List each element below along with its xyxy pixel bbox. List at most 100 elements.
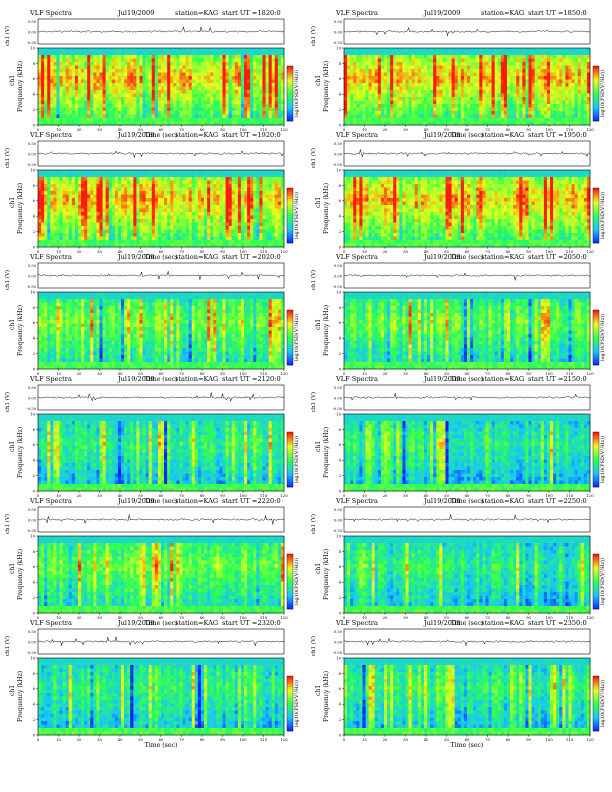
heatmap-cell (387, 100, 391, 105)
heatmap-cell (108, 62, 113, 66)
heatmap-cell (383, 111, 388, 115)
heatmap-cell (445, 111, 449, 115)
heatmap-cell (102, 97, 106, 101)
heatmap-cell (87, 191, 91, 195)
colorbar-cell (593, 82, 599, 85)
heatmap-cell (268, 104, 273, 108)
heatmap-cell (365, 79, 369, 84)
heatmap-cell (442, 107, 446, 112)
heatmap-cell (383, 97, 388, 101)
heatmap-cell (265, 180, 269, 185)
heatmap-cell (93, 215, 97, 220)
heatmap-cell (580, 83, 585, 87)
heatmap-cell (133, 111, 137, 115)
heatmap-cell (274, 201, 279, 206)
heatmap-cell (516, 69, 520, 73)
heatmap-cell (210, 173, 214, 178)
heatmap-cell (359, 114, 363, 119)
heatmap-cell (191, 187, 196, 192)
heatmap-cell (259, 83, 263, 87)
heatmap-cell (556, 104, 560, 108)
heatmap-cell (380, 111, 385, 115)
heatmap-cell (253, 104, 257, 108)
heatmap-cell (222, 55, 226, 59)
heatmap-cell (506, 83, 511, 87)
heatmap-cell (130, 72, 134, 77)
heatmap-cell (546, 48, 551, 52)
heatmap-cell (219, 208, 223, 213)
heatmap-cell (433, 79, 437, 84)
heatmap-cell (503, 58, 508, 63)
heatmap-cell (154, 90, 159, 94)
heatmap-cell (280, 58, 285, 63)
heatmap-cell (405, 97, 409, 101)
heatmap-cell (182, 180, 186, 185)
heatmap-cell (47, 208, 51, 213)
heatmap-cell (586, 93, 591, 98)
heatmap-cell (41, 177, 45, 181)
heatmap-cell (371, 65, 376, 70)
heatmap-cell (256, 72, 260, 77)
heatmap-cell (185, 177, 189, 181)
heatmap-cell (540, 90, 545, 94)
heatmap-cell (93, 86, 97, 91)
heatmap-cell (121, 201, 125, 206)
heatmap-cell (179, 219, 183, 223)
heatmap-cell (74, 219, 79, 223)
heatmap-cell (374, 90, 379, 94)
heatmap-cell (136, 90, 140, 94)
heatmap-cell (59, 100, 63, 105)
heatmap-cell (179, 215, 183, 220)
heatmap-cell (274, 58, 279, 63)
heatmap-cell (274, 187, 279, 192)
heatmap-cell (463, 55, 468, 59)
heatmap-cell (237, 215, 242, 220)
heatmap-cell (577, 104, 582, 108)
heatmap-cell (200, 62, 205, 66)
heatmap-cell (231, 83, 236, 87)
heatmap-cell (427, 51, 431, 56)
heatmap-cell (124, 79, 128, 84)
heatmap-cell (485, 72, 489, 77)
heatmap-cell (237, 191, 242, 195)
heatmap-cell (136, 191, 140, 195)
heatmap-cell (216, 201, 220, 206)
heatmap-cell (390, 69, 394, 73)
heatmap-cell (161, 62, 165, 66)
heatmap-cell (194, 97, 199, 101)
heatmap-cell (56, 111, 60, 115)
heatmap-cell (565, 114, 569, 119)
heatmap-cell (271, 65, 276, 70)
heatmap-cell (525, 79, 529, 84)
heatmap-cell (38, 48, 42, 52)
heatmap-cell (77, 100, 82, 105)
heatmap-cell (393, 104, 397, 108)
heatmap-cell (528, 51, 532, 56)
heatmap-cell (580, 118, 585, 122)
colorbar-cell (287, 94, 293, 97)
heatmap-cell (353, 62, 357, 66)
heatmap-cell (344, 114, 348, 119)
heatmap-cell (497, 86, 502, 91)
heatmap-cell (145, 222, 150, 227)
heatmap-cell (167, 222, 171, 227)
heatmap-cell (577, 48, 582, 52)
heatmap-cell (253, 205, 257, 209)
heatmap-cell (77, 194, 82, 199)
spectrogram-panel: VLF Spectra Jul19/2009 station=KAG start UT… (0, 8, 300, 139)
heatmap-cell (68, 222, 73, 227)
heatmap-cell (250, 219, 254, 223)
x-tick-label: 100 (545, 127, 553, 132)
heatmap-cell (194, 51, 199, 56)
heatmap-cell (240, 222, 245, 227)
heatmap-cell (207, 114, 211, 119)
heatmap-cell (44, 191, 48, 195)
heatmap-cell (451, 111, 456, 115)
heatmap-cell (182, 93, 186, 98)
heatmap-cell (185, 93, 189, 98)
heatmap-cell (114, 69, 119, 73)
heatmap-cell (405, 69, 409, 73)
heatmap-cell (470, 90, 474, 94)
heatmap-cell (423, 121, 428, 126)
heatmap-cell (574, 100, 579, 105)
